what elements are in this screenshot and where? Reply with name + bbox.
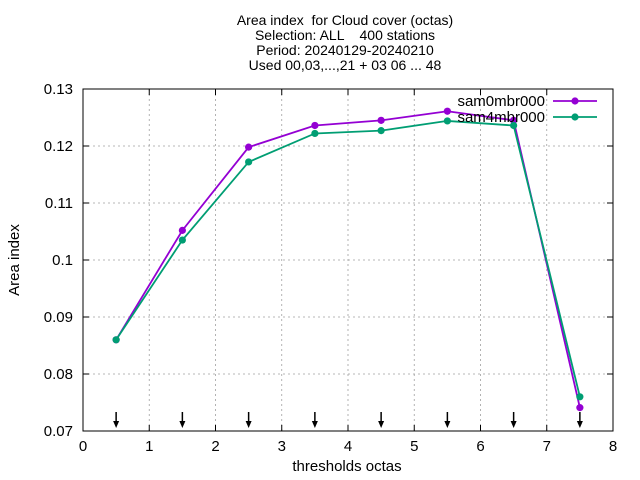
title-line-3: Period: 20240129-20240210 (256, 42, 434, 58)
threshold-arrow-head (444, 421, 451, 428)
y-tick-label: 0.1 (52, 252, 73, 269)
data-point (443, 117, 451, 125)
x-tick-label: 7 (543, 438, 551, 455)
x-tick-label: 0 (79, 438, 87, 455)
data-point (510, 116, 518, 124)
threshold-arrow-head (113, 421, 120, 428)
data-point (178, 236, 186, 244)
legend-swatch-marker (571, 97, 579, 105)
title-line-4: Used 00,03,...,21 + 03 06 ... 48 (248, 57, 442, 73)
x-tick-label: 6 (476, 438, 484, 455)
data-point (245, 143, 253, 151)
data-point (377, 116, 385, 124)
data-point (311, 121, 319, 130)
x-tick-label: 2 (211, 438, 219, 455)
legend-swatch-marker (571, 113, 579, 121)
axis-ticks: 0 1 2 3 4 5 6 7 8 0.07 0.08 0.09 0.1 0.11 0.12 0.13 (44, 81, 617, 455)
threshold-arrow-head (576, 421, 583, 428)
title-line-1: Area index for Cloud cover (octas) (236, 12, 454, 28)
threshold-arrow-head (311, 421, 318, 428)
x-axis-label: thresholds octas (292, 458, 401, 475)
title-line-2: Selection: ALL 400 stations (254, 27, 436, 43)
x-tick-label: 8 (609, 438, 617, 455)
data-point (178, 226, 186, 234)
x-tick-label: 1 (145, 438, 153, 455)
legend-label: sam4mbr000 (457, 109, 545, 126)
threshold-arrow-head (510, 421, 517, 428)
data-point (576, 393, 584, 401)
data-point (311, 129, 319, 138)
data-point (443, 107, 451, 115)
series-line (115, 120, 581, 398)
threshold-arrow-head (378, 421, 385, 428)
data-point (377, 127, 385, 135)
y-tick-label: 0.11 (45, 195, 73, 212)
series-layer (112, 107, 584, 412)
data-point (245, 158, 253, 166)
x-tick-label: 4 (344, 438, 352, 455)
threshold-arrow-head (179, 421, 186, 428)
y-axis-label: Area index (6, 224, 23, 296)
series-line (115, 110, 581, 408)
threshold-arrows (113, 412, 583, 428)
y-tick-label: 0.08 (44, 366, 73, 383)
data-point (510, 121, 518, 130)
y-tick-label: 0.12 (44, 138, 73, 155)
threshold-arrow-head (245, 421, 252, 428)
x-tick-label: 3 (278, 438, 286, 455)
legend-label: sam0mbr000 (457, 93, 545, 110)
x-tick-label: 5 (410, 438, 418, 455)
y-tick-label: 0.13 (44, 81, 73, 98)
data-point (576, 404, 584, 412)
data-point (112, 336, 120, 344)
y-tick-label: 0.07 (44, 423, 73, 440)
grid (83, 89, 613, 431)
y-tick-label: 0.09 (44, 309, 73, 326)
